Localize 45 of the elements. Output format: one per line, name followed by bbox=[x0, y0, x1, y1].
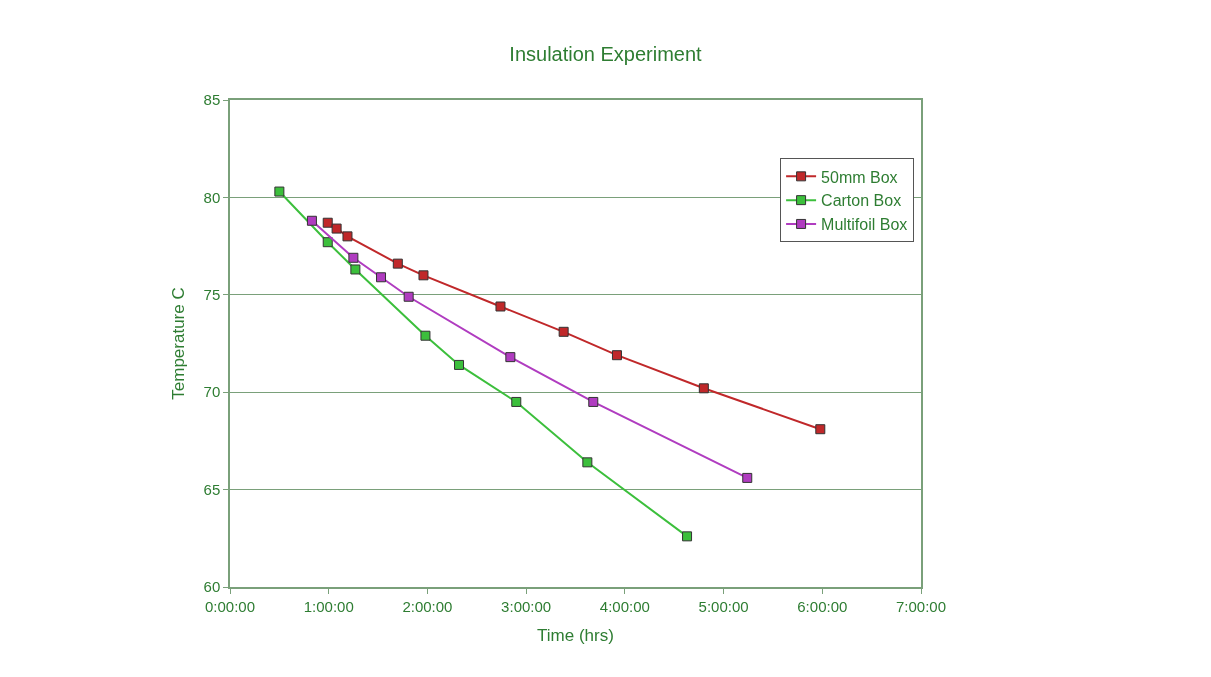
legend-label: Multifoil Box bbox=[821, 216, 908, 234]
chart-title: Insulation Experiment bbox=[509, 43, 703, 66]
point bbox=[403, 291, 414, 302]
point bbox=[511, 396, 522, 407]
point bbox=[331, 223, 342, 234]
point bbox=[742, 472, 753, 483]
point bbox=[505, 352, 516, 363]
legend-label: 50mm Box bbox=[821, 168, 898, 186]
x-tick-label: 4:00:00 bbox=[599, 597, 650, 615]
point bbox=[454, 359, 465, 370]
y-tick-label: 70 bbox=[203, 383, 221, 401]
x-tick-label: 6:00:00 bbox=[797, 597, 848, 615]
x-axis-title: Time (hrs) bbox=[537, 625, 614, 645]
point bbox=[392, 258, 403, 269]
point bbox=[306, 215, 317, 226]
point bbox=[274, 186, 285, 197]
point bbox=[588, 396, 599, 407]
point bbox=[815, 424, 826, 435]
point bbox=[420, 330, 431, 341]
y-tick-label: 65 bbox=[203, 480, 221, 498]
x-tick-label: 2:00:00 bbox=[402, 597, 453, 615]
point bbox=[376, 272, 387, 283]
point bbox=[350, 264, 361, 275]
x-tick-label: 0:00:00 bbox=[204, 597, 256, 615]
y-tick-label: 60 bbox=[203, 578, 221, 596]
y-tick-label: 80 bbox=[203, 188, 221, 206]
point bbox=[558, 326, 569, 337]
point bbox=[418, 270, 429, 281]
point bbox=[682, 531, 693, 542]
point bbox=[348, 252, 359, 263]
point bbox=[582, 457, 593, 468]
x-tick-label: 1:00:00 bbox=[303, 597, 354, 615]
x-tick-label: 7:00:00 bbox=[895, 597, 947, 615]
point bbox=[322, 217, 333, 228]
point bbox=[322, 237, 333, 248]
legend-label: Carton Box bbox=[821, 192, 902, 210]
x-tick-label: 3:00:00 bbox=[501, 597, 552, 615]
x-tick-label: 5:00:00 bbox=[698, 597, 749, 615]
point bbox=[495, 301, 506, 312]
point bbox=[342, 231, 353, 242]
y-axis-title: Temperature C bbox=[168, 287, 188, 400]
point bbox=[698, 383, 709, 394]
y-tick-label: 75 bbox=[203, 286, 221, 304]
point bbox=[611, 350, 622, 361]
y-tick-label: 85 bbox=[203, 91, 221, 109]
